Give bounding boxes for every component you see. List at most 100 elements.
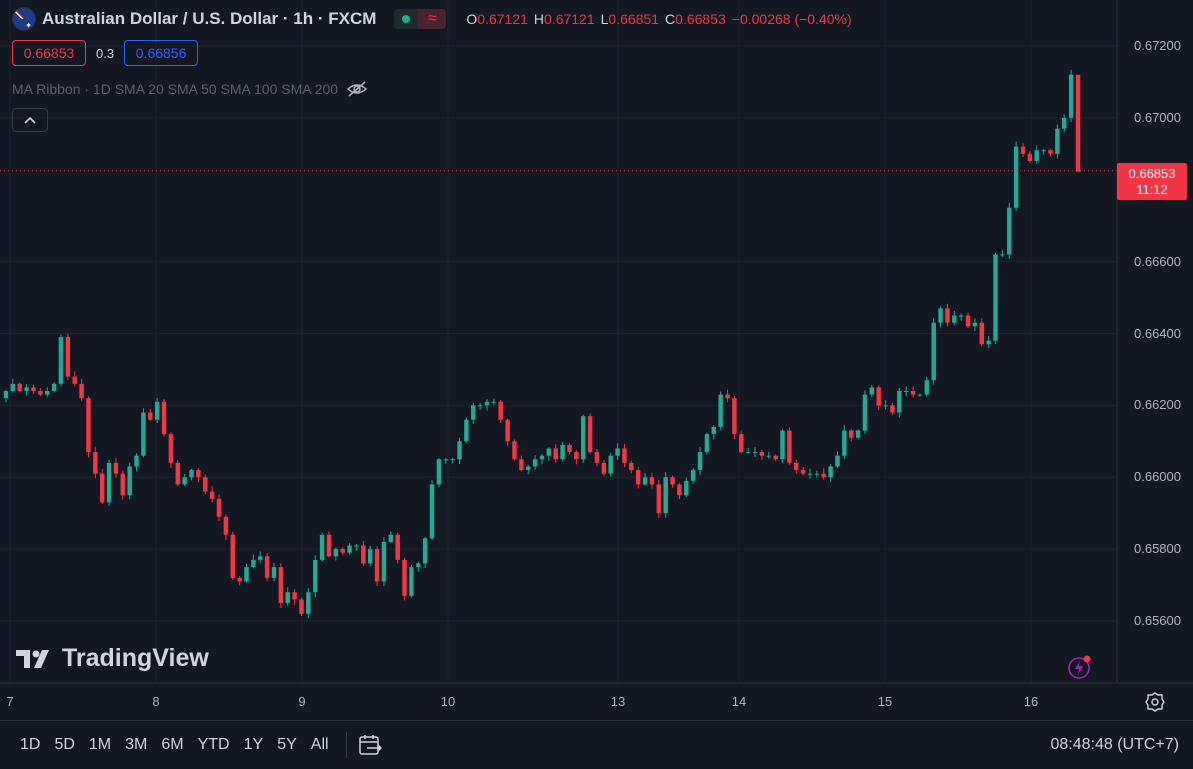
price-tick-label: 0.66200 — [1134, 397, 1181, 413]
candle — [120, 473, 126, 496]
candle — [354, 545, 359, 547]
indicator-legend[interactable]: MA Ribbon · 1D SMA 20 SMA 50 SMA 100 SMA… — [12, 80, 368, 98]
tradingview-logo[interactable]: TradingView — [16, 644, 209, 673]
current-price-tag: 0.66853 11:12 — [1117, 163, 1187, 200]
timezone-clock[interactable]: 08:48:48 (UTC+7) — [1050, 736, 1179, 753]
candle — [422, 538, 428, 564]
collapse-legend-button[interactable] — [12, 108, 48, 132]
gear-icon[interactable] — [1145, 692, 1165, 712]
candle — [10, 383, 16, 391]
spread-value: 0.3 — [96, 45, 115, 61]
candle — [938, 308, 943, 323]
candle — [635, 470, 641, 485]
range-1y-button[interactable]: 1Y — [243, 736, 264, 753]
candle — [244, 567, 249, 582]
market-status-pill[interactable]: ≈ — [394, 9, 447, 29]
date-tick-label: 10 — [440, 694, 456, 709]
chart-grid — [0, 0, 1117, 683]
candle — [333, 549, 339, 557]
candle — [306, 592, 311, 614]
candle — [1041, 150, 1046, 152]
candle — [450, 459, 455, 461]
candle — [924, 380, 930, 395]
range-3m-button[interactable]: 3M — [125, 736, 148, 753]
candle — [649, 477, 655, 485]
candle — [677, 484, 682, 496]
candle — [374, 549, 380, 582]
date-tick-label: 7 — [6, 694, 14, 709]
lightning-icon[interactable] — [1067, 654, 1093, 680]
candle — [1068, 74, 1074, 118]
candle — [787, 430, 792, 463]
range-5y-button[interactable]: 5Y — [277, 736, 297, 753]
range-5d-button[interactable]: 5D — [54, 736, 75, 753]
candle — [429, 484, 435, 539]
candle — [869, 387, 875, 395]
candle — [972, 322, 978, 327]
range-ytd-button[interactable]: YTD — [197, 736, 230, 753]
candle — [99, 473, 105, 503]
quote-row: 0.66853 0.3 0.66856 — [12, 40, 199, 66]
symbol-title[interactable]: Australian Dollar / U.S. Dollar · 1h · F… — [42, 9, 377, 28]
ohlc-close-value: 0.66853 — [675, 11, 726, 27]
candle — [945, 308, 950, 323]
candle — [574, 452, 579, 460]
ohlc-open-key: O — [466, 11, 478, 27]
candle — [477, 405, 483, 407]
candle — [409, 567, 414, 596]
ohlc-low-value: 0.66851 — [608, 11, 660, 27]
candle — [367, 549, 373, 564]
candle — [725, 394, 730, 399]
bar-countdown: 11:12 — [1136, 181, 1168, 197]
candle — [897, 391, 902, 413]
candle — [457, 441, 462, 460]
candle — [560, 444, 565, 460]
candle — [910, 391, 916, 395]
date-tick-label: 13 — [610, 694, 626, 709]
candle — [1048, 150, 1053, 154]
candle — [684, 480, 689, 496]
candle — [443, 459, 449, 461]
candle — [745, 452, 751, 454]
candle — [848, 430, 854, 438]
candle — [876, 387, 881, 406]
calendar-range-icon[interactable] — [357, 733, 383, 757]
candle — [251, 559, 256, 568]
candle — [766, 455, 772, 457]
ohlc-high-key: H — [533, 11, 545, 27]
candle — [601, 462, 607, 474]
eye-hidden-icon[interactable] — [346, 80, 368, 98]
date-tick-label: 15 — [877, 694, 893, 709]
candle — [1075, 74, 1081, 172]
candle — [828, 466, 833, 478]
range-1m-button[interactable]: 1M — [88, 736, 112, 753]
toolbar-divider — [345, 732, 347, 758]
candle — [567, 444, 572, 453]
range-all-button[interactable]: All — [310, 736, 329, 753]
candle — [952, 315, 957, 323]
range-1d-button[interactable]: 1D — [20, 736, 41, 753]
candle — [622, 448, 627, 463]
candle — [821, 473, 826, 478]
date-tick-label: 16 — [1023, 694, 1039, 709]
candle — [752, 452, 758, 454]
candle — [965, 315, 971, 327]
candle — [86, 398, 91, 453]
candle — [264, 556, 270, 578]
price-tick-label: 0.65600 — [1134, 613, 1181, 628]
candle — [642, 477, 648, 485]
candle — [519, 459, 524, 471]
indicator-label: MA Ribbon · 1D SMA 20 SMA 50 SMA 100 SMA… — [12, 81, 339, 97]
candle — [24, 387, 29, 391]
candle — [312, 559, 318, 593]
sell-price-button[interactable]: 0.66853 — [12, 40, 86, 66]
candle — [148, 412, 153, 420]
candle — [230, 534, 236, 578]
candle — [3, 391, 9, 399]
range-6m-button[interactable]: 6M — [161, 736, 184, 753]
candle — [72, 376, 77, 384]
candle — [512, 441, 517, 460]
candle — [127, 466, 132, 496]
buy-price-button[interactable]: 0.66856 — [124, 40, 199, 66]
